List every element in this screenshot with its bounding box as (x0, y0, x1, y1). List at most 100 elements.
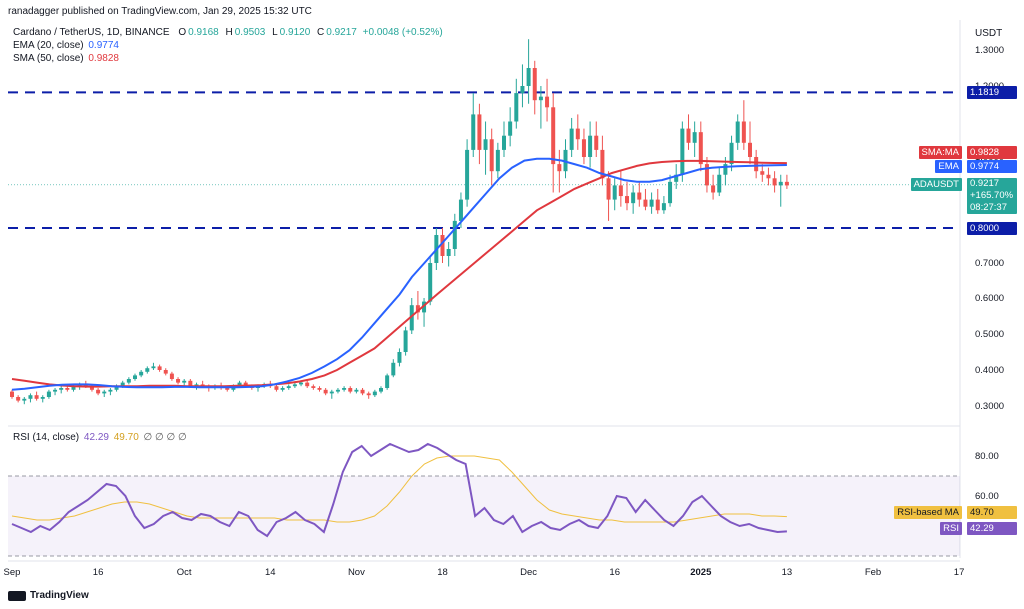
candle-body (612, 185, 617, 200)
c-label: C (317, 27, 325, 38)
rsi-pane (11, 442, 787, 538)
price-tick-label: 0.6000 (975, 293, 1004, 304)
ema-value: 0.9774 (88, 40, 119, 51)
footer-brand[interactable]: TradingView (8, 590, 89, 601)
candle-body (59, 388, 64, 390)
countdown: 08:27:37 (970, 202, 1007, 213)
candle-body (311, 386, 316, 388)
candle-body (674, 174, 679, 182)
rsi-line (11, 442, 787, 538)
candle-body (766, 174, 771, 179)
ema-line (11, 157, 787, 391)
candle-body (477, 114, 482, 150)
candle-body (729, 142, 734, 165)
candle-body (458, 199, 463, 221)
candle-body (348, 388, 353, 392)
candle-body (71, 386, 76, 390)
candle-body (89, 386, 94, 390)
c-value: 0.9217 (326, 27, 357, 38)
candle-body (385, 375, 390, 388)
candle-body (686, 128, 691, 143)
h-label: H (225, 27, 233, 38)
candle-body (563, 149, 568, 172)
candle-body (299, 382, 304, 385)
price-tick-label: 0.5000 (975, 329, 1004, 340)
publisher-text: ranadagger published on TradingView.com,… (8, 6, 312, 17)
candle-body (711, 185, 716, 193)
sma-label-tag: SMA:MA (918, 146, 962, 159)
candle-body (114, 386, 119, 390)
tradingview-logo-icon (8, 590, 26, 601)
candle-body (581, 139, 586, 157)
candle-body (163, 370, 168, 374)
candle-body (692, 132, 697, 143)
candle-body (637, 192, 642, 200)
candle-body (157, 366, 162, 370)
candle-body (508, 121, 513, 136)
candle-body (526, 68, 531, 86)
last-price-tag: 0.9217 +165.70% 08:27:37 (967, 178, 1017, 214)
candle-body (133, 375, 137, 379)
candle-body (329, 391, 334, 394)
ema-value-tag: 0.9774 (967, 160, 1017, 173)
candle-body (606, 178, 611, 200)
candle-body (126, 379, 131, 383)
l-label: L (272, 27, 278, 38)
candle-body (176, 379, 181, 383)
candles (10, 39, 789, 405)
sma-legend: SMA (50, close) 0.9828 (13, 53, 119, 64)
rsi-ma-value-tag: 49.70 (967, 506, 1017, 519)
rsi-tick-label: 60.00 (975, 491, 999, 502)
candle-body (182, 380, 187, 383)
candle-body (102, 391, 107, 394)
candle-body (372, 391, 377, 396)
ema-legend: EMA (20, close) 0.9774 (13, 40, 119, 51)
ema-label-tag: EMA (935, 160, 962, 173)
candle-body (286, 386, 291, 388)
rsi-band (8, 476, 960, 556)
candle-body (409, 305, 414, 331)
candle-body (335, 389, 340, 392)
rsi-value: 42.29 (83, 432, 109, 443)
time-tick-label: 13 (782, 567, 793, 578)
currency-label: USDT (975, 28, 1003, 39)
sma-value: 0.9828 (88, 53, 119, 64)
candle-body (323, 389, 328, 394)
resistance-tag: 1.1819 (967, 86, 1017, 99)
candle-body (545, 96, 550, 108)
rsi-text: RSI (14, close) (13, 432, 80, 443)
candle-body (452, 220, 457, 249)
candle-body (317, 388, 322, 390)
rsi-tick-label: 80.00 (975, 451, 999, 462)
candle-body (151, 366, 156, 369)
candle-body (655, 199, 660, 211)
candle-body (274, 386, 279, 390)
candle-body (502, 135, 506, 150)
symbol-text: Cardano / TetherUS, 1D, BINANCE (13, 27, 170, 38)
support-tag: 0.8000 (967, 222, 1017, 235)
candle-body (661, 203, 666, 211)
candle-body (735, 121, 740, 143)
candle-body (120, 382, 125, 387)
candle-body (772, 178, 777, 186)
rsi-ma-value: 49.70 (113, 432, 139, 443)
candle-body (588, 135, 593, 157)
candle-body (139, 371, 144, 376)
candle-body (625, 196, 629, 204)
candle-body (379, 388, 383, 392)
candle-body (391, 362, 396, 376)
candle-body (169, 373, 174, 379)
rsi-legend: RSI (14, close) 42.29 49.70 ∅ ∅ ∅ ∅ (13, 432, 187, 443)
candle-body (53, 389, 58, 392)
candle-body (600, 149, 605, 179)
rsi-value-tag: 42.29 (967, 522, 1017, 535)
candle-body (618, 185, 623, 197)
candle-body (538, 96, 543, 101)
rsi-label-tag: RSI (940, 522, 962, 535)
candle-body (471, 114, 476, 150)
o-value: 0.9168 (188, 27, 219, 38)
candle-body (188, 380, 193, 387)
